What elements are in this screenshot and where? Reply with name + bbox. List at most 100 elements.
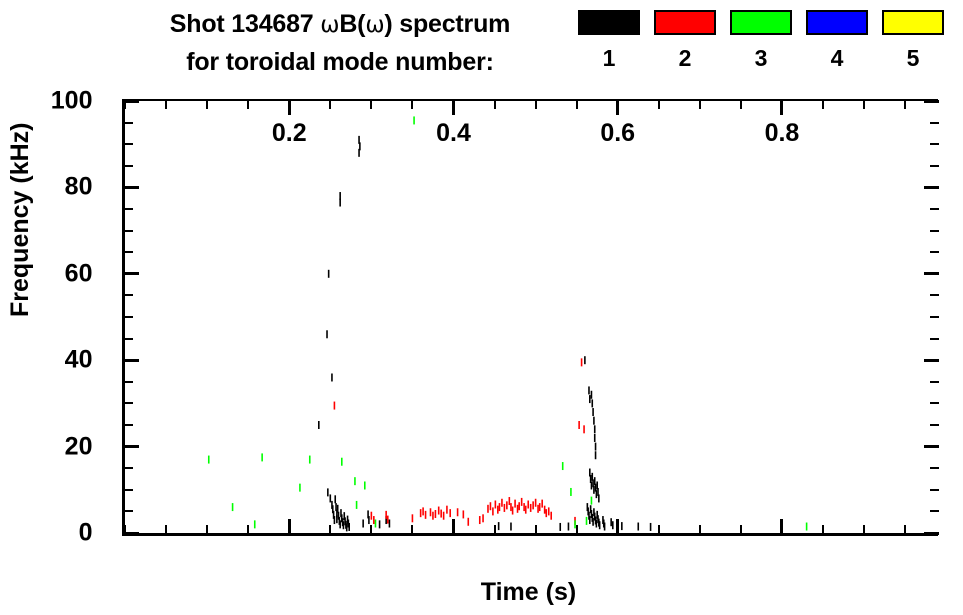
data-layer [125, 101, 938, 533]
x-tick [247, 525, 250, 534]
series-2 [333, 358, 585, 526]
y-tick [124, 488, 133, 491]
y-tick-right [930, 229, 939, 232]
y-tick [124, 531, 139, 535]
y-tick-right [930, 164, 939, 167]
y-tick [124, 251, 133, 254]
y-tick [124, 510, 133, 513]
x-tick-top [411, 100, 414, 109]
x-axis-title: Time (s) [480, 578, 577, 606]
y-tick-right [930, 488, 939, 491]
y-tick-label: 100 [50, 86, 93, 115]
y-tick-right [930, 467, 939, 470]
y-tick [124, 229, 133, 232]
legend-item-1[interactable]: 1 [578, 10, 640, 72]
x-tick-top [822, 100, 825, 109]
y-tick-right [924, 531, 939, 535]
x-tick-top [904, 100, 907, 109]
y-tick [124, 99, 139, 103]
x-tick [206, 525, 209, 534]
y-tick [124, 402, 133, 405]
x-tick-label: 0.2 [271, 119, 307, 147]
x-tick [370, 525, 373, 534]
plot-area: 0 20 40 60 80 100 0.2 0.4 0.6 0.8 [51, 88, 939, 545]
y-axis-title: Frequency (kHz) [6, 122, 34, 317]
y-tick-label: 80 [64, 172, 93, 201]
series-3 [207, 116, 808, 531]
y-tick [124, 272, 139, 276]
legend: 1 2 3 4 5 [578, 10, 958, 90]
page-subtitle: for toroidal mode number: [186, 48, 494, 76]
x-tick-top [534, 100, 537, 109]
y-tick [124, 337, 133, 340]
y-tick [124, 358, 139, 362]
x-tick-top [863, 100, 866, 109]
x-tick-label: 0.4 [436, 119, 471, 147]
x-tick-top [287, 100, 291, 115]
x-tick-top [698, 100, 701, 109]
y-tick [124, 185, 139, 189]
y-tick-right [924, 272, 939, 276]
x-tick-top [575, 100, 578, 109]
legend-label-1: 1 [602, 45, 616, 71]
x-tick [534, 525, 537, 534]
y-tick-right [930, 424, 939, 426]
x-tick [698, 525, 701, 534]
x-tick-top [370, 100, 373, 109]
y-tick-right [924, 445, 939, 449]
y-tick [124, 294, 133, 297]
legend-label-3: 3 [754, 45, 768, 71]
x-tick-top [616, 100, 620, 115]
x-tick [411, 525, 414, 534]
x-tick-top [493, 100, 496, 109]
y-tick-right [930, 294, 939, 297]
x-tick-top [780, 100, 784, 115]
y-tick [124, 164, 133, 167]
title-prefix: Shot 134687 [169, 10, 321, 38]
legend-item-2[interactable]: 2 [654, 10, 716, 72]
x-tick-top [739, 100, 742, 109]
legend-swatch-2 [654, 10, 716, 35]
legend-item-4[interactable]: 4 [806, 10, 868, 72]
x-tick-label: 0.6 [600, 119, 636, 147]
y-tick-label: 0 [78, 518, 93, 547]
y-tick-right [930, 316, 939, 318]
x-tick-top [451, 100, 455, 115]
legend-label-2: 2 [678, 45, 692, 71]
legend-label-4: 4 [830, 45, 844, 71]
x-tick [822, 525, 825, 534]
x-tick-top [206, 100, 209, 109]
x-tick-label: 0.8 [764, 119, 800, 147]
legend-label-5: 5 [906, 45, 920, 71]
x-tick [329, 525, 332, 534]
x-tick-top [657, 100, 660, 109]
x-tick [124, 525, 126, 534]
x-tick [575, 525, 578, 534]
axis-top-spine [122, 99, 938, 102]
x-tick-top [124, 100, 126, 109]
y-tick-right [930, 510, 939, 513]
x-tick [863, 525, 866, 534]
title-suffix: ) spectrum [384, 10, 511, 38]
figure-title-block: Shot 134687 ωB(ω) spectrum for toroidal … [0, 6, 963, 94]
x-tick [493, 525, 496, 534]
x-tick [451, 519, 455, 534]
omega-symbol-1: ω [320, 12, 340, 38]
y-tick-label: 40 [64, 345, 93, 374]
y-tick-right [924, 185, 939, 189]
x-tick [657, 525, 660, 534]
omega-symbol-2: ω [365, 12, 385, 38]
y-tick [124, 121, 133, 124]
y-tick-right [924, 358, 939, 362]
x-tick [780, 519, 784, 534]
y-tick-right [930, 337, 939, 340]
legend-item-5[interactable]: 5 [882, 10, 944, 72]
series-1 [318, 135, 652, 532]
x-tick-top [329, 100, 332, 109]
y-tick-right [930, 380, 939, 383]
y-tick-right [930, 143, 939, 146]
x-tick-top [165, 100, 168, 109]
legend-item-3[interactable]: 3 [730, 10, 792, 72]
y-tick-right [930, 121, 939, 124]
